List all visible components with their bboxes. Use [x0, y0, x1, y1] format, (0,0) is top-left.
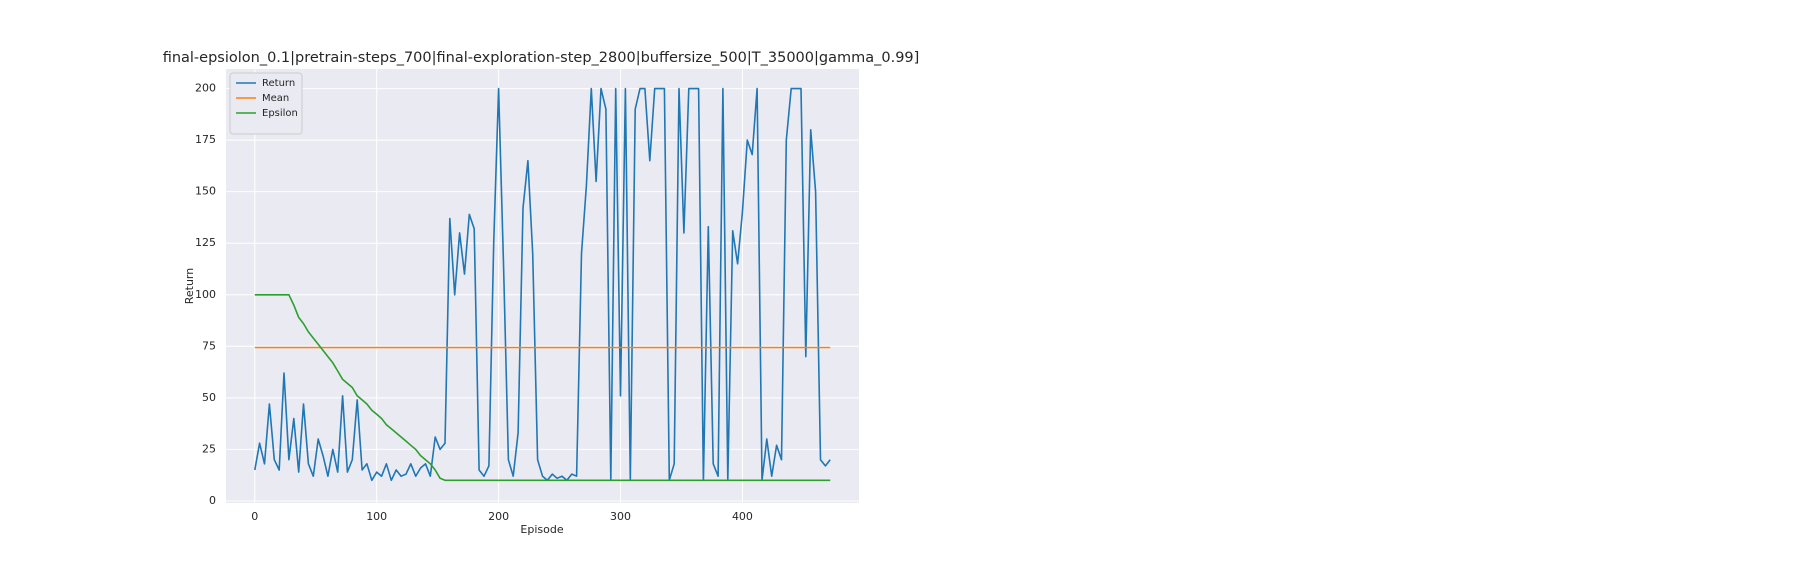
y-tick-label: 175 — [195, 133, 216, 146]
x-tick-label: 100 — [366, 510, 387, 523]
legend-label: Epsilon — [262, 108, 298, 119]
legend-label: Return — [262, 78, 295, 89]
legend-label: Mean — [262, 93, 289, 104]
x-tick-label: 0 — [251, 510, 258, 523]
x-tick-label: 400 — [732, 510, 753, 523]
y-tick-label: 200 — [195, 82, 216, 95]
y-tick-label: 150 — [195, 185, 216, 198]
y-tick-label: 75 — [202, 339, 216, 352]
y-tick-label: 100 — [195, 288, 216, 301]
y-tick-label: 125 — [195, 236, 216, 249]
chart-title: final-epsiolon_0.1|pretrain-steps_700|fi… — [163, 50, 920, 66]
x-tick-label: 200 — [488, 510, 509, 523]
y-tick-label: 25 — [202, 442, 216, 455]
legend-box — [229, 72, 303, 135]
y-tick-label: 0 — [209, 494, 216, 507]
y-tick-label: 50 — [202, 391, 216, 404]
x-axis-label: Episode — [520, 523, 563, 536]
series-line — [254, 87, 831, 482]
series-line — [254, 294, 831, 482]
y-axis-label: Return — [183, 268, 196, 305]
plot-area — [226, 69, 859, 503]
x-tick-label: 300 — [610, 510, 631, 523]
